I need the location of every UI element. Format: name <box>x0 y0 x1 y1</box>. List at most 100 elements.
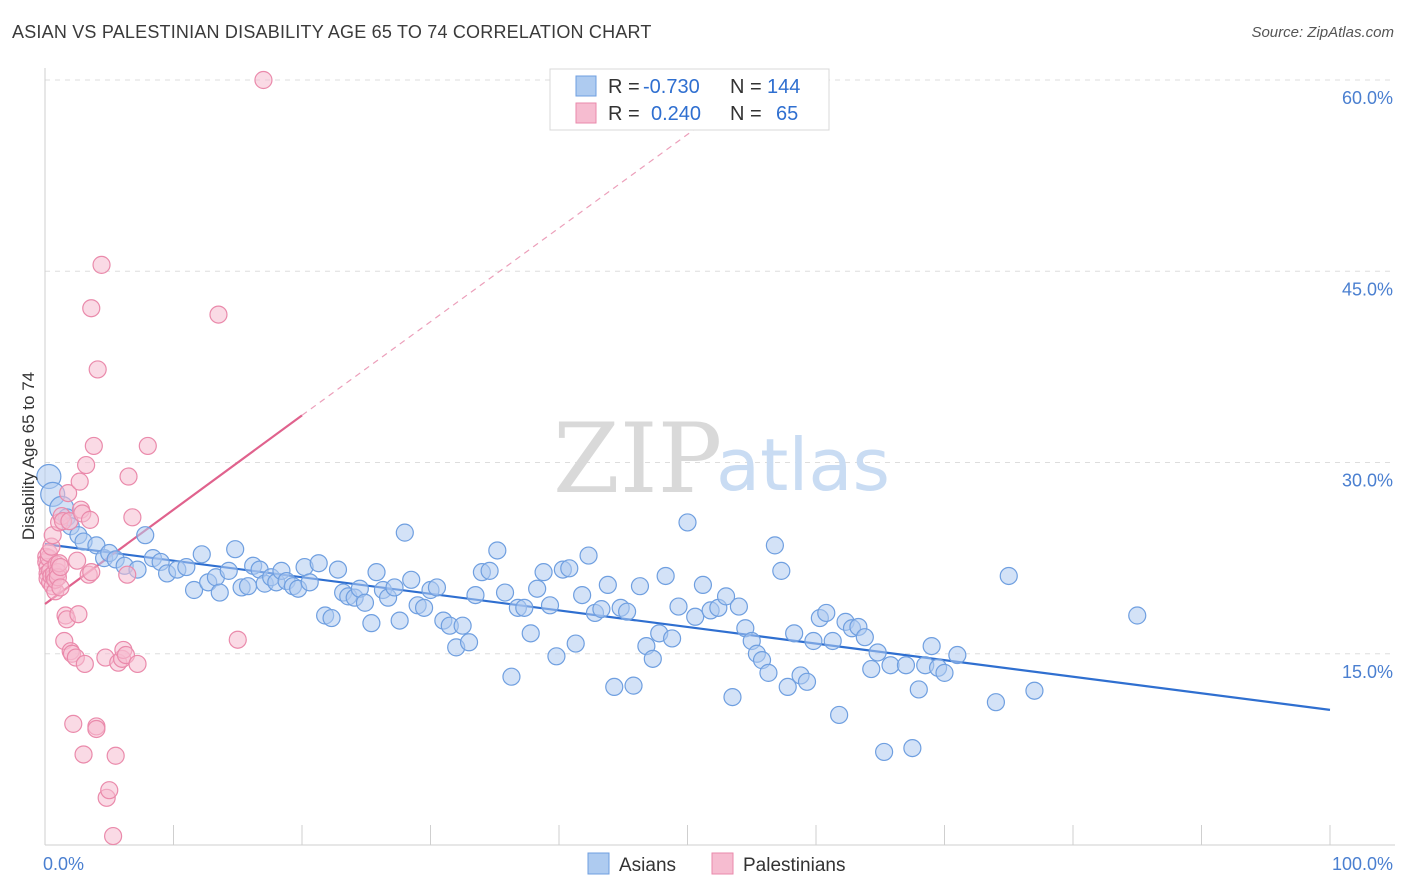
asians-point <box>624 676 643 695</box>
asians-point <box>592 600 611 619</box>
asians-point <box>1128 606 1147 625</box>
asians-point <box>922 636 941 656</box>
asians-point <box>797 672 817 691</box>
legend-r-value-asians: -0.730 <box>643 76 700 98</box>
asians-point <box>855 628 874 647</box>
y-tick-label: 30.0% <box>1342 471 1393 491</box>
legend-r-label: R = <box>608 103 640 125</box>
source-label: Source: ZipAtlas.com <box>1251 24 1394 41</box>
asians-point <box>210 583 229 602</box>
asians-point <box>881 656 900 675</box>
series-legend-label-palestinians: Palestinians <box>743 855 845 876</box>
asians-point <box>414 598 434 617</box>
legend-swatch-palestinians <box>575 102 597 124</box>
asians-point <box>459 633 479 652</box>
asians-point <box>804 631 823 651</box>
x-tick-label: 100.0% <box>1332 854 1393 874</box>
series-legend: Asians Palestinians <box>587 852 845 876</box>
palestinians-point <box>119 467 138 486</box>
asians-point <box>573 585 592 605</box>
asians-point <box>502 667 521 686</box>
asians-point <box>823 631 842 651</box>
asians-point <box>630 577 650 596</box>
x-tick-label: 0.0% <box>43 854 84 874</box>
legend-r-label: R = <box>608 76 640 98</box>
asians-point <box>238 577 258 596</box>
palestinians-point <box>128 654 147 674</box>
x-tick-labels: 0.0% 100.0% <box>43 854 1393 874</box>
palestinians-point <box>75 654 94 674</box>
asians-point <box>686 607 705 626</box>
asians-trend-line <box>44 543 1331 711</box>
palestinians-point <box>87 719 106 739</box>
asians-point <box>723 687 742 707</box>
asians-point <box>772 561 791 580</box>
asians-point <box>177 557 196 577</box>
asians-point <box>395 523 414 542</box>
palestinians-point <box>84 436 103 456</box>
asians-point <box>716 587 736 606</box>
y-tick-label: 15.0% <box>1342 662 1393 682</box>
palestinians-point <box>138 436 157 456</box>
asians-point <box>136 526 155 545</box>
palestinians-point <box>88 360 107 379</box>
asians-point <box>328 560 348 579</box>
asians-point <box>322 608 341 628</box>
asians-point <box>402 570 421 589</box>
asians-point <box>986 693 1006 712</box>
legend-n-value-asians: 144 <box>767 76 800 98</box>
asians-point <box>669 597 688 616</box>
series-legend-swatch-palestinians <box>711 852 734 875</box>
asians-point <box>656 566 675 586</box>
asians-point <box>219 561 238 580</box>
palestinians-point <box>80 510 100 529</box>
asians-point <box>618 602 637 621</box>
asians-point <box>935 663 954 682</box>
asians-point <box>948 645 967 665</box>
correlation-legend: R = -0.730 N = 144 R = 0.240 N = 65 <box>549 68 830 131</box>
asians-point <box>427 578 447 597</box>
palestinians-point <box>82 299 101 318</box>
asians-point <box>488 541 507 560</box>
asians-point <box>226 540 245 559</box>
chart-title: ASIAN VS PALESTINIAN DISABILITY AGE 65 T… <box>12 22 652 42</box>
asians-point <box>903 738 922 758</box>
asians-point <box>605 677 624 697</box>
asians-point <box>868 643 887 662</box>
palestinians-point <box>74 745 93 764</box>
palestinians-point <box>118 565 137 584</box>
y-axis-label: Disability Age 65 to 74 <box>19 372 38 540</box>
y-tick-labels: 15.0% 30.0% 45.0% 60.0% <box>1342 88 1393 682</box>
legend-r-value-palestinians: 0.240 <box>651 103 701 125</box>
axes <box>44 68 1395 846</box>
palestinians-point <box>209 305 228 324</box>
palestinians-point <box>82 563 101 582</box>
palestinians-point <box>92 255 111 274</box>
asians-point <box>817 603 836 623</box>
asians-point <box>778 677 797 697</box>
asians-point <box>999 566 1018 586</box>
palestinians-trend-extension <box>301 115 714 416</box>
palestinians-point <box>254 70 273 90</box>
asians-point <box>466 585 485 605</box>
palestinians-point <box>68 551 87 570</box>
watermark-atlas: atlas <box>716 423 890 507</box>
asians-point <box>560 559 579 578</box>
asians-point <box>830 705 849 725</box>
palestinians-point <box>100 781 119 800</box>
palestinians-point <box>104 826 123 846</box>
asians-point <box>729 597 749 616</box>
asians-point <box>495 583 515 602</box>
asians-point <box>453 616 472 635</box>
asians-point <box>515 598 534 617</box>
palestinians-point <box>59 484 78 503</box>
asians-point <box>362 614 381 633</box>
asians-point <box>1025 681 1044 700</box>
palestinians-point <box>51 557 70 577</box>
y-tick-label: 45.0% <box>1342 279 1393 299</box>
palestinians-point <box>70 472 89 491</box>
asians-point <box>528 579 547 598</box>
asians-point <box>547 647 566 666</box>
asians-point <box>566 634 585 653</box>
